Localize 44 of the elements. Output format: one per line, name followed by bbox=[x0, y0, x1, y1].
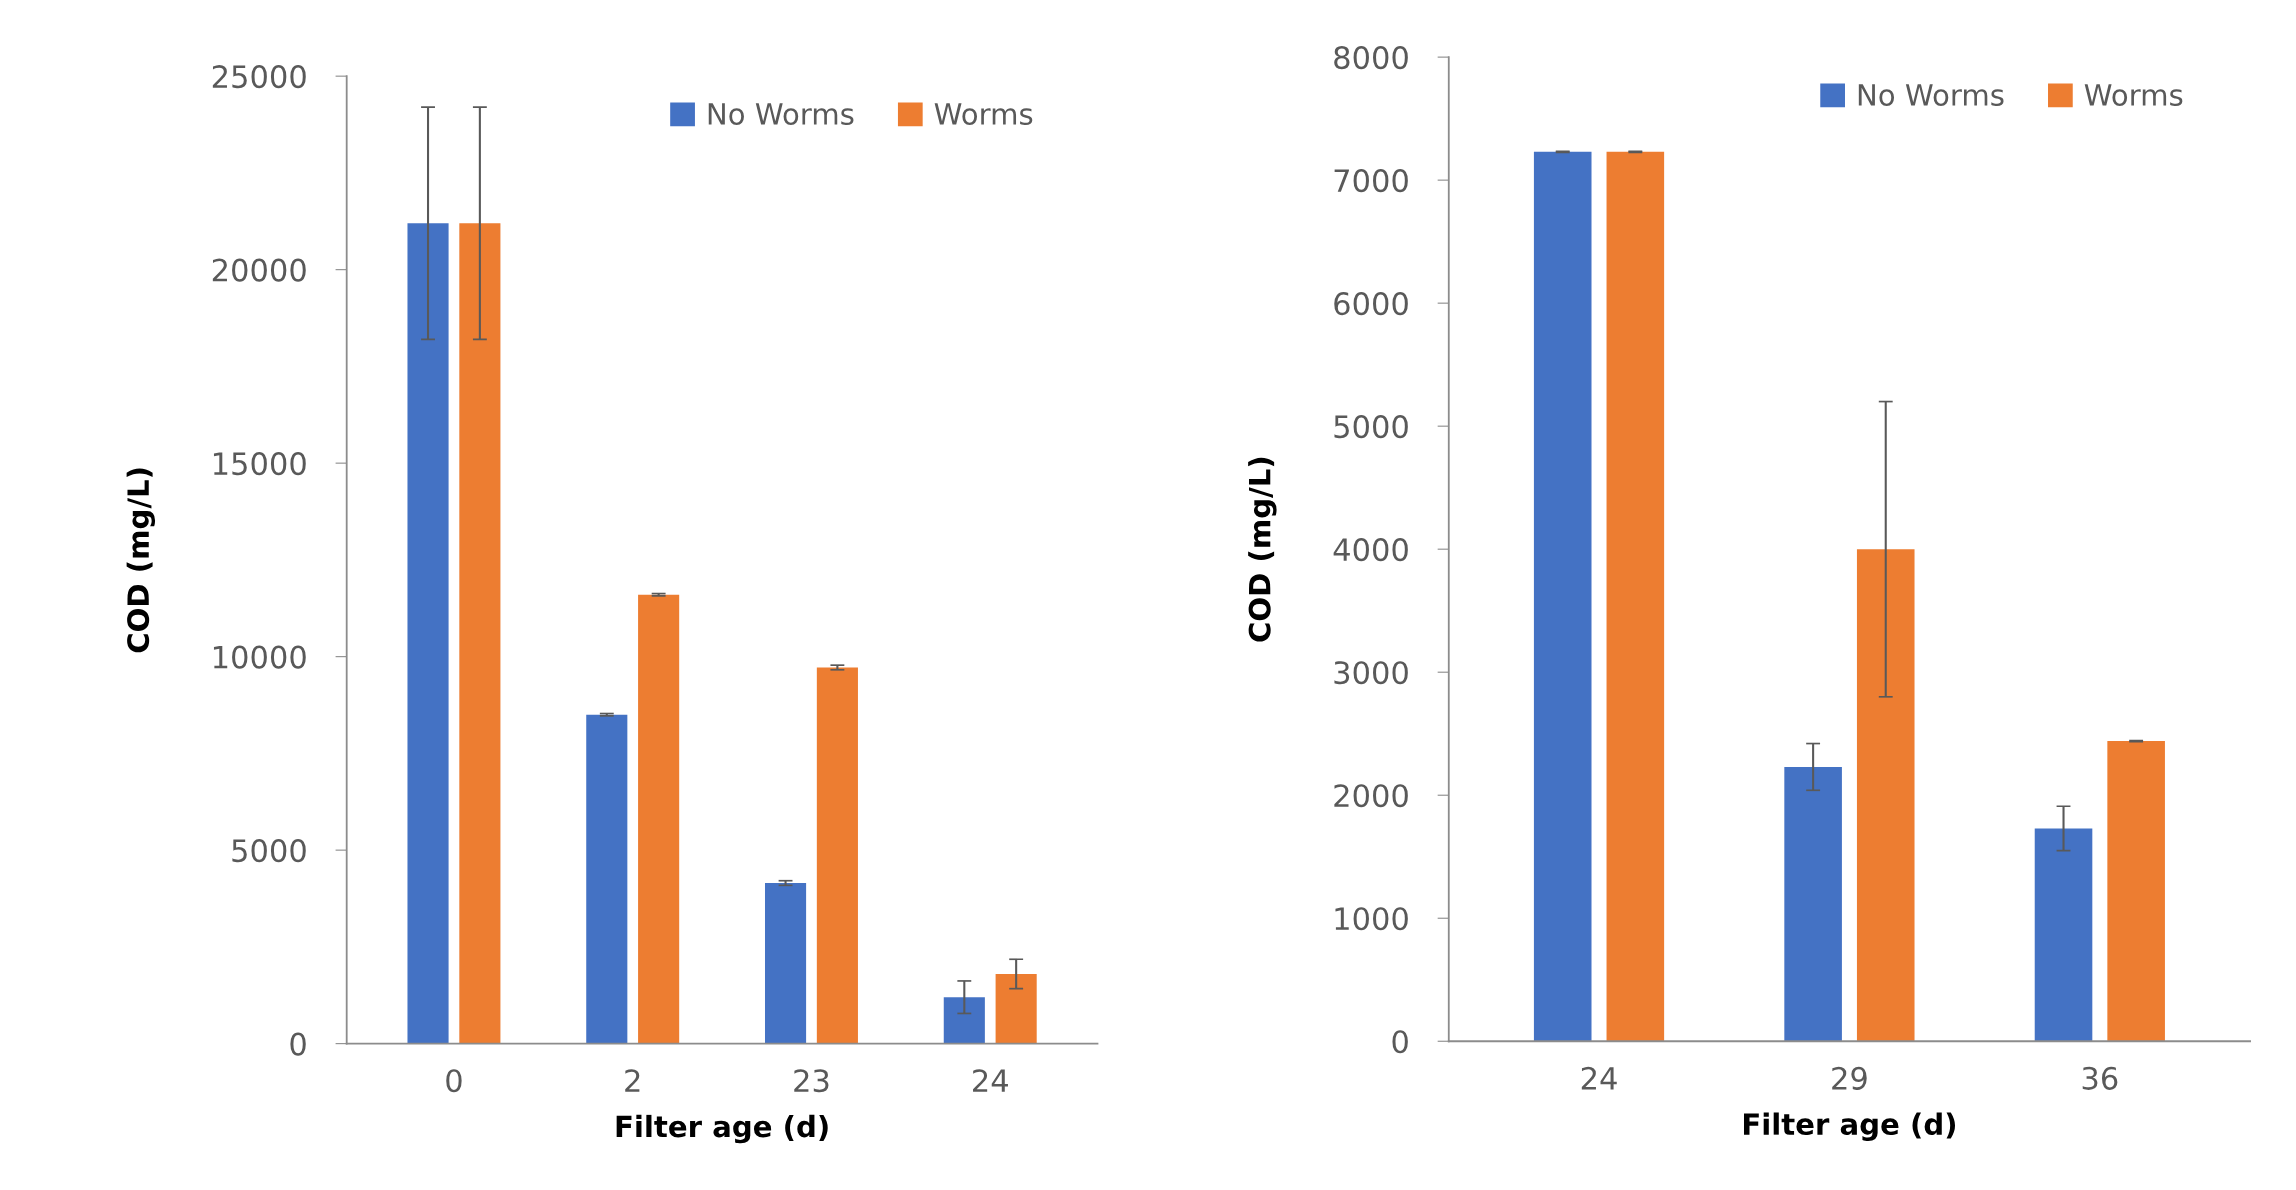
bar bbox=[459, 223, 501, 1044]
bar bbox=[1856, 549, 1915, 1042]
y-tick-label: 7000 bbox=[1334, 169, 1408, 193]
legend-label: No Worms bbox=[708, 103, 854, 125]
x-axis-title: Filter age (d) bbox=[616, 1114, 828, 1144]
x-tick-label: 23 bbox=[794, 1069, 829, 1093]
y-tick-label: 0 bbox=[290, 1032, 306, 1056]
y-tick-label: 2000 bbox=[1334, 784, 1408, 808]
bar bbox=[764, 883, 807, 1044]
x-tick-label: 24 bbox=[1581, 1066, 1617, 1090]
x-axis-title: Filter age (d) bbox=[1744, 1112, 1956, 1141]
y-axis-title: COD (mg/L) bbox=[1248, 457, 1277, 642]
y-tick-label: 5000 bbox=[1334, 415, 1408, 439]
y-tick-label: 15000 bbox=[213, 452, 306, 476]
bar bbox=[638, 594, 680, 1044]
bar bbox=[1606, 151, 1665, 1042]
legend-label: No Worms bbox=[1858, 84, 2004, 106]
y-tick-label: 8000 bbox=[1334, 46, 1408, 70]
bar bbox=[586, 714, 628, 1044]
y-tick-label: 10000 bbox=[213, 645, 306, 669]
x-tick-label: 0 bbox=[446, 1069, 462, 1093]
bar bbox=[2034, 828, 2093, 1042]
y-axis-title: COD (mg/L) bbox=[126, 468, 156, 653]
y-tick-label: 25000 bbox=[212, 65, 306, 89]
y-tick-label: 3000 bbox=[1334, 661, 1408, 685]
x-tick-label: 24 bbox=[973, 1069, 1008, 1092]
bar bbox=[995, 973, 1037, 1044]
y-tick-label: 20000 bbox=[212, 258, 306, 282]
bar bbox=[1784, 766, 1842, 1042]
y-tick-label: 4000 bbox=[1333, 538, 1408, 562]
bar bbox=[2107, 741, 2165, 1042]
bar bbox=[1533, 151, 1592, 1042]
y-tick-label: 6000 bbox=[1334, 292, 1408, 316]
bar bbox=[407, 223, 449, 1044]
legend-label: Worms bbox=[2084, 84, 2183, 106]
x-tick-label: 29 bbox=[1832, 1066, 1867, 1090]
bar bbox=[943, 997, 985, 1044]
x-tick-label: 36 bbox=[2082, 1066, 2118, 1090]
x-tick-label: 2 bbox=[625, 1069, 640, 1092]
y-tick-label: 5000 bbox=[232, 839, 306, 863]
y-tick-label: 1000 bbox=[1335, 907, 1408, 931]
y-tick-label: 0 bbox=[1392, 1030, 1408, 1054]
bar bbox=[816, 667, 858, 1044]
legend-label: Worms bbox=[934, 103, 1033, 125]
